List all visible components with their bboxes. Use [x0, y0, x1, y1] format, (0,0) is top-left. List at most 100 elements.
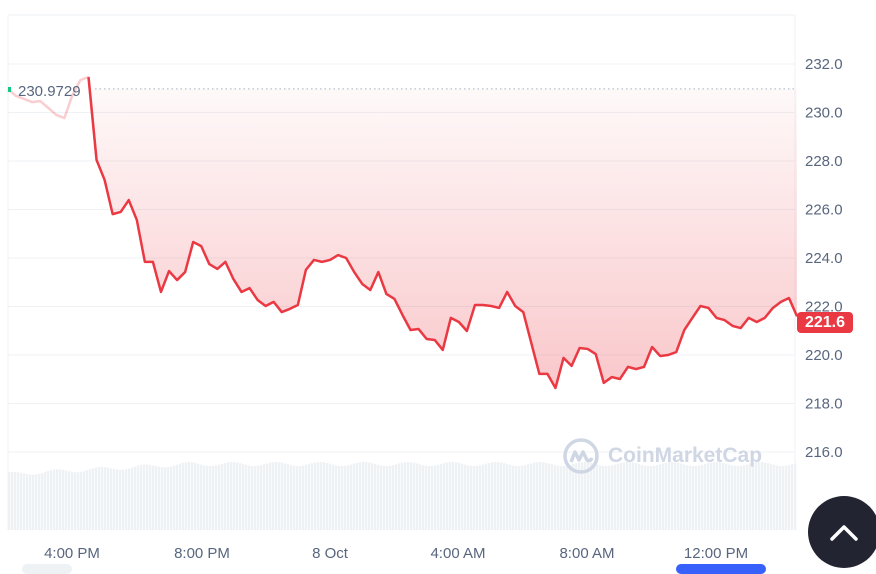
volume-bar: [143, 464, 146, 530]
volume-bar: [98, 467, 101, 530]
volume-bar: [329, 463, 332, 530]
volume-bar: [560, 465, 563, 530]
volume-bar: [200, 464, 203, 530]
volume-bar: [221, 463, 224, 530]
volume-bar: [29, 474, 32, 530]
coinmarketcap-logo-icon: [563, 438, 599, 474]
x-tick-label: 8:00 AM: [559, 545, 614, 562]
volume-bar: [668, 462, 671, 530]
volume-bar: [539, 462, 542, 530]
volume-bar: [695, 465, 698, 530]
volume-bar: [551, 464, 554, 530]
volume-bar: [293, 465, 296, 530]
volume-bar: [737, 465, 740, 530]
volume-bar: [743, 465, 746, 530]
volume-bar: [125, 469, 128, 530]
volume-bar: [629, 462, 632, 530]
volume-bar: [332, 464, 335, 530]
volume-bar: [356, 462, 359, 530]
volume-bar: [134, 466, 137, 530]
volume-bar: [752, 462, 755, 530]
volume-bar: [449, 462, 452, 530]
volume-bar: [653, 465, 656, 530]
volume-bar: [56, 469, 59, 530]
volume-bar: [665, 462, 668, 530]
volume-bar: [101, 466, 104, 530]
volume-bar: [320, 462, 323, 530]
volume-bar: [569, 464, 572, 530]
volume-bar: [314, 462, 317, 530]
scroll-to-top-button[interactable]: [808, 496, 876, 568]
volume-bar: [152, 465, 155, 530]
volume-bar: [710, 462, 713, 530]
volume-bar: [617, 463, 620, 530]
x-tick-label: 12:00 PM: [684, 545, 748, 562]
volume-bar: [689, 465, 692, 530]
volume-bar: [413, 462, 416, 530]
volume-bar: [545, 462, 548, 530]
volume-bar: [266, 463, 269, 530]
volume-bar: [287, 464, 290, 530]
price-line-pre: [7, 75, 98, 161]
volume-bar: [521, 465, 524, 530]
volume-bar: [455, 462, 458, 530]
volume-bar: [731, 465, 734, 530]
volume-bar: [11, 471, 14, 530]
volume-bar: [284, 463, 287, 530]
volume-bar: [35, 474, 38, 530]
volume-bar: [404, 462, 407, 530]
volume-bar: [593, 463, 596, 530]
volume-bar: [89, 469, 92, 530]
volume-bar: [155, 466, 158, 530]
volume-bar: [188, 462, 191, 530]
volume-bar: [209, 465, 212, 530]
volume-bar: [167, 467, 170, 530]
volume-bar: [635, 463, 638, 530]
volume-bar: [494, 462, 497, 530]
volume-bar: [410, 462, 413, 530]
volume-bar: [14, 471, 17, 530]
range-toggle-right[interactable]: [676, 564, 766, 574]
volume-bar: [191, 462, 194, 530]
y-tick-label: 224.0: [805, 250, 843, 267]
y-tick-label: 216.0: [805, 444, 843, 461]
y-tick-label: 220.0: [805, 347, 843, 364]
volume-bar: [479, 465, 482, 530]
volume-bar: [620, 462, 623, 530]
watermark: CoinMarketCap: [562, 437, 762, 475]
volume-bar: [62, 469, 65, 530]
volume-bar: [170, 466, 173, 530]
volume-bar: [575, 463, 578, 530]
volume-bar: [524, 465, 527, 530]
volume-bar: [713, 462, 716, 530]
volume-bar: [380, 465, 383, 530]
volume-bar: [740, 465, 743, 530]
volume-bar: [203, 465, 206, 530]
range-toggle-left[interactable]: [22, 564, 72, 574]
volume-bar: [311, 463, 314, 530]
volume-bar: [149, 464, 152, 530]
volume-bar: [71, 471, 74, 530]
volume-bar: [431, 465, 434, 530]
volume-bar: [383, 465, 386, 530]
volume-bar: [365, 462, 368, 530]
volume-bar: [458, 462, 461, 530]
volume-bar: [749, 463, 752, 530]
volume-bar: [791, 464, 794, 530]
volume-bar: [308, 463, 311, 530]
volume-bar: [506, 464, 509, 530]
x-tick-label: 4:00 AM: [430, 545, 485, 562]
volume-bar: [347, 465, 350, 530]
volume-bar: [212, 465, 215, 530]
volume-bar: [464, 464, 467, 530]
volume-bar: [215, 465, 218, 530]
x-tick-label: 4:00 PM: [44, 545, 100, 562]
volume-bar: [602, 465, 605, 530]
volume-bar: [392, 465, 395, 530]
watermark-text: CoinMarketCap: [608, 444, 763, 467]
volume-bar: [140, 464, 143, 530]
volume-bar: [623, 462, 626, 530]
volume-bar: [554, 465, 557, 530]
volume-bar: [17, 472, 20, 530]
